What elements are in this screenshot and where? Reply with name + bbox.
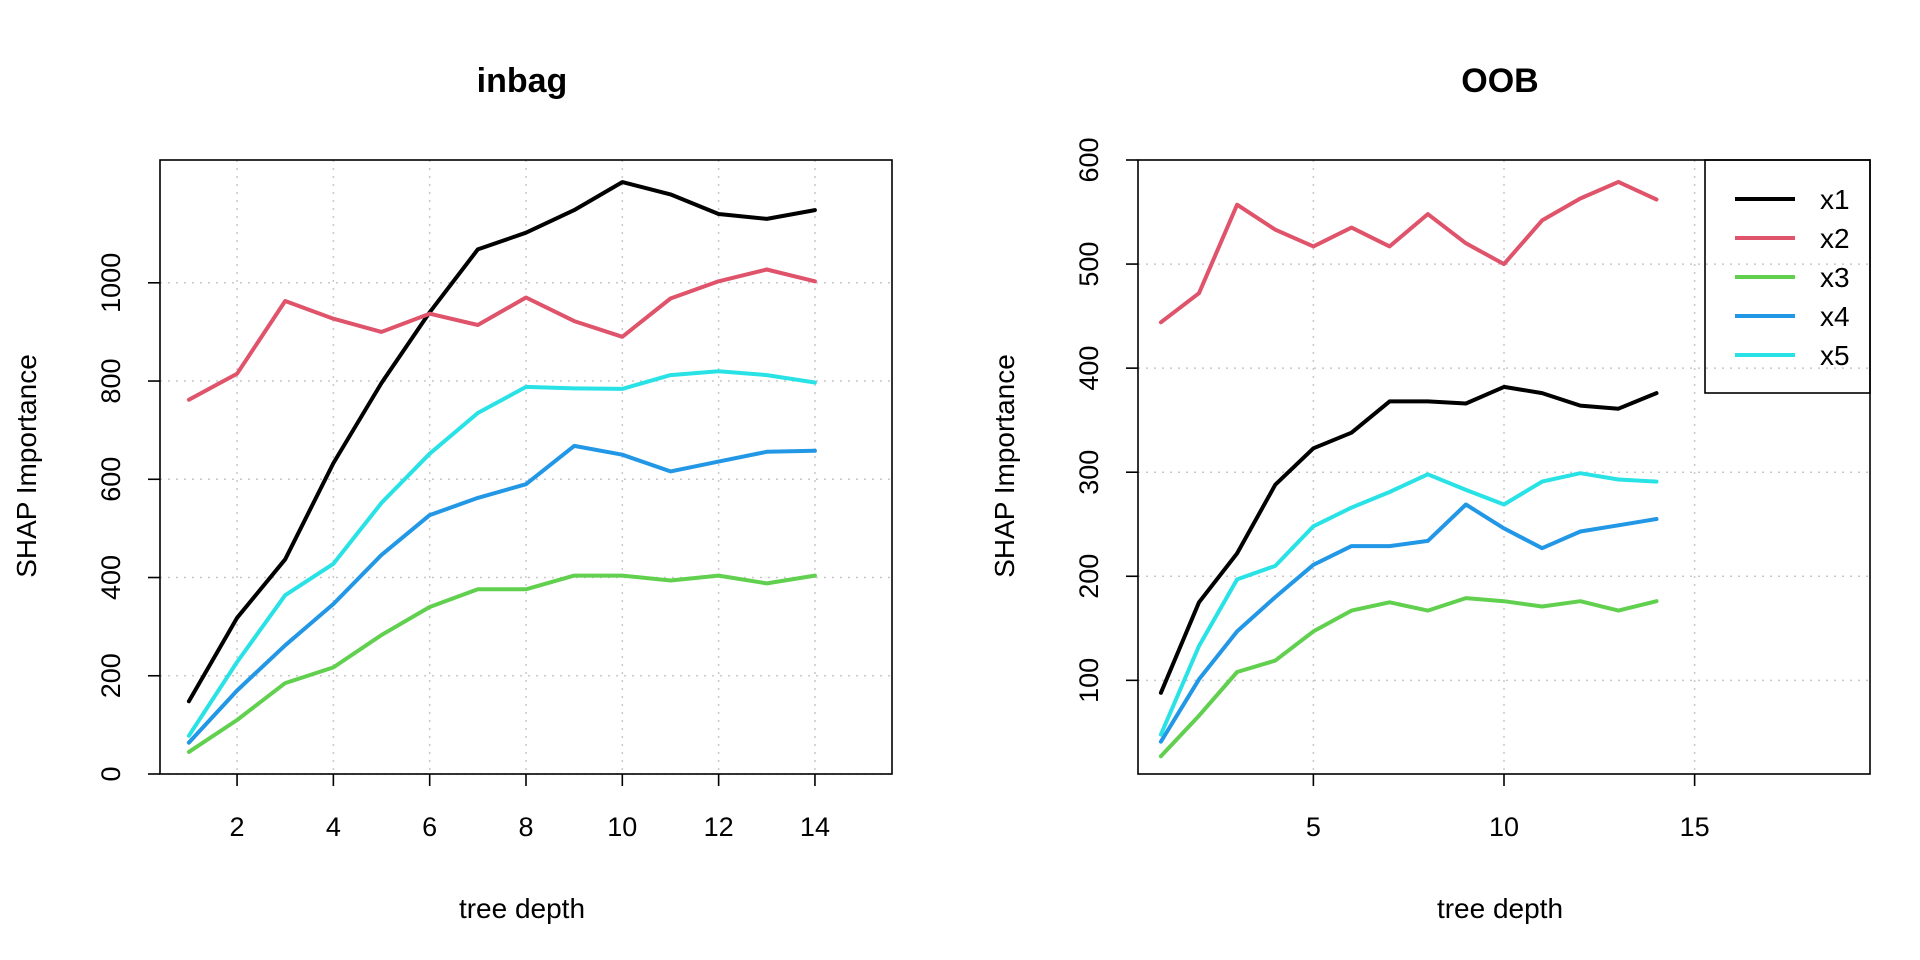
- series-line-x2: [1158, 179, 1659, 325]
- y-tick-label: 200: [96, 653, 126, 698]
- y-axis-label: SHAP Importance: [11, 354, 42, 578]
- legend: x1 x2 x3 x4 x5: [1704, 159, 1871, 394]
- x-tick-label: 12: [704, 812, 734, 842]
- series-line-x3: [1158, 596, 1659, 759]
- y-tick-label: 600: [96, 457, 126, 502]
- y-tick-label: 200: [1074, 554, 1104, 599]
- series-line-x1: [1158, 384, 1659, 695]
- x-tick-label: 5: [1306, 812, 1321, 842]
- x-axis: 5 10 15: [1306, 774, 1710, 842]
- series-line-x3: [186, 573, 817, 754]
- y-tick-label: 1000: [96, 253, 126, 313]
- y-tick-label: 800: [96, 359, 126, 404]
- legend-label: x2: [1820, 223, 1850, 254]
- x-tick-label: 14: [800, 812, 830, 842]
- panel-inbag: inbag tree depth SHAP Importance 2 4 6 8 10 1…: [11, 62, 893, 924]
- series-line-x4: [186, 443, 817, 745]
- chart-title: OOB: [1461, 62, 1538, 100]
- legend-box: [1704, 159, 1871, 394]
- y-tick-label: 300: [1074, 450, 1104, 495]
- chart-title: inbag: [477, 62, 568, 100]
- y-tick-label: 400: [96, 555, 126, 600]
- y-tick-label: 100: [1074, 658, 1104, 703]
- x-axis: 2 4 6 8 10 12 14: [230, 774, 830, 842]
- panel-oob: OOB tree depth SHAP Importance 5 10 15 100…: [989, 62, 1871, 924]
- x-axis-label: tree depth: [1437, 893, 1563, 924]
- legend-label: x4: [1820, 301, 1850, 332]
- y-tick-label: 500: [1074, 242, 1104, 287]
- legend-items: x1 x2 x3 x4 x5: [1735, 184, 1850, 371]
- x-tick-label: 15: [1680, 812, 1710, 842]
- legend-label: x5: [1820, 340, 1850, 371]
- gridlines: [160, 160, 892, 775]
- y-tick-label: 0: [96, 766, 126, 781]
- series-group: [186, 180, 817, 754]
- y-axis-label: SHAP Importance: [989, 354, 1020, 578]
- legend-label: x1: [1820, 184, 1850, 215]
- x-tick-label: 8: [518, 812, 533, 842]
- x-tick-label: 6: [422, 812, 437, 842]
- gridlines: [1138, 159, 1870, 774]
- series-line-x5: [1158, 471, 1659, 737]
- y-tick-label: 600: [1074, 137, 1104, 182]
- y-tick-label: 400: [1074, 346, 1104, 391]
- x-axis-label: tree depth: [459, 893, 585, 924]
- x-tick-label: 4: [326, 812, 341, 842]
- x-tick-label: 2: [230, 812, 245, 842]
- y-axis: 0 200 400 600 800 1000: [96, 253, 160, 782]
- series-line-x4: [1158, 502, 1659, 744]
- legend-label: x3: [1820, 262, 1850, 293]
- x-tick-label: 10: [1489, 812, 1519, 842]
- x-tick-label: 10: [607, 812, 637, 842]
- series-line-x2: [186, 267, 817, 402]
- series-group: [1158, 179, 1659, 759]
- y-axis: 100 200 300 400 500 600: [1074, 137, 1138, 703]
- series-line-x5: [186, 369, 817, 738]
- series-line-x1: [186, 180, 817, 704]
